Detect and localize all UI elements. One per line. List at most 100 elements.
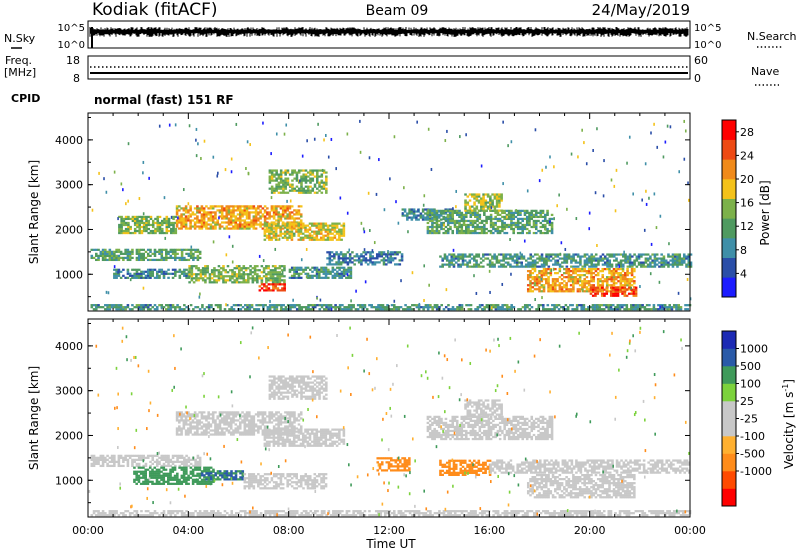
data-cell xyxy=(242,275,246,278)
data-cell xyxy=(232,514,236,517)
data-cell xyxy=(299,266,303,269)
data-cell xyxy=(498,217,502,221)
data-cell xyxy=(653,263,657,266)
data-cell xyxy=(369,251,372,254)
data-cell xyxy=(336,510,340,513)
data-cell xyxy=(241,223,244,226)
data-cell xyxy=(320,266,323,269)
data-cell xyxy=(443,223,445,227)
data-cell xyxy=(433,211,436,214)
data-cell xyxy=(196,256,200,260)
data-cell xyxy=(126,272,130,275)
data-cell xyxy=(457,228,460,232)
data-cell xyxy=(546,227,549,231)
data-cell xyxy=(307,308,310,311)
data-cell xyxy=(492,510,495,513)
data-cell xyxy=(422,512,425,515)
data-cell xyxy=(106,304,109,307)
data-cell xyxy=(142,276,145,279)
data-cell xyxy=(110,512,114,515)
data-cell xyxy=(268,514,272,517)
data-cell xyxy=(311,177,315,180)
data-cell xyxy=(496,512,500,515)
data-cell xyxy=(333,255,336,258)
data-cell xyxy=(320,173,324,176)
data-cell xyxy=(297,274,301,277)
data-cell xyxy=(235,122,238,126)
data-cell xyxy=(249,265,252,268)
data-cell xyxy=(146,254,150,257)
data-cell xyxy=(330,307,333,311)
data-cell xyxy=(652,308,656,311)
data-cell xyxy=(187,214,190,218)
data-cell xyxy=(149,276,152,279)
data-cell xyxy=(297,222,301,225)
data-cell xyxy=(444,225,448,229)
data-cell xyxy=(156,219,160,223)
data-cell xyxy=(458,211,461,214)
data-cell xyxy=(249,271,252,274)
data-cell xyxy=(483,229,486,233)
data-cell xyxy=(593,304,597,307)
data-cell xyxy=(459,265,463,268)
data-cell xyxy=(290,236,294,239)
data-cell xyxy=(246,306,249,309)
data-cell xyxy=(603,280,607,283)
data-cell xyxy=(286,228,289,231)
data-cell xyxy=(167,512,170,515)
data-cell xyxy=(426,215,430,219)
data-cell xyxy=(349,270,353,273)
data-cell xyxy=(554,284,557,287)
data-cell xyxy=(235,281,239,284)
data-cell xyxy=(320,187,324,190)
data-cell xyxy=(200,156,202,160)
data-cell xyxy=(594,292,597,295)
data-cell xyxy=(453,225,457,229)
data-cell xyxy=(291,185,294,188)
data-cell xyxy=(483,227,486,231)
data-cell xyxy=(175,207,179,210)
data-cell xyxy=(241,219,244,222)
data-cell xyxy=(353,259,356,262)
data-cell xyxy=(547,268,550,271)
data-cell xyxy=(687,257,691,260)
data-cell xyxy=(342,224,346,227)
data-cell xyxy=(375,257,379,260)
data-cell xyxy=(565,276,568,279)
data-cell xyxy=(207,219,210,222)
data-cell xyxy=(490,304,493,307)
data-cell xyxy=(185,248,188,251)
data-cell xyxy=(185,276,188,279)
data-cell xyxy=(320,179,324,182)
data-cell xyxy=(322,183,326,186)
data-cell xyxy=(645,189,647,193)
data-cell xyxy=(617,263,621,266)
data-cell xyxy=(645,304,649,307)
data-cell xyxy=(293,512,297,515)
data-cell xyxy=(149,229,153,233)
data-cell xyxy=(279,217,283,220)
data-cell xyxy=(108,258,112,262)
data-cell xyxy=(618,306,622,309)
data-cell xyxy=(311,187,315,190)
data-cell xyxy=(232,209,235,212)
data-cell xyxy=(205,221,208,224)
data-cell xyxy=(435,306,439,309)
data-cell xyxy=(307,514,310,517)
data-cell xyxy=(354,514,358,517)
data-cell xyxy=(408,510,412,513)
data-cell xyxy=(449,225,452,229)
data-cell xyxy=(115,306,118,309)
freq-panel xyxy=(87,55,691,80)
data-cell xyxy=(217,275,221,278)
data-cell xyxy=(268,169,272,172)
data-cell xyxy=(236,217,240,220)
data-cell xyxy=(485,227,488,231)
data-cell xyxy=(617,261,621,264)
data-cell xyxy=(297,211,301,214)
data-cell xyxy=(232,207,235,210)
data-cell xyxy=(256,269,259,272)
data-cell xyxy=(423,264,426,268)
data-cell xyxy=(276,289,280,292)
data-cell xyxy=(362,257,365,260)
